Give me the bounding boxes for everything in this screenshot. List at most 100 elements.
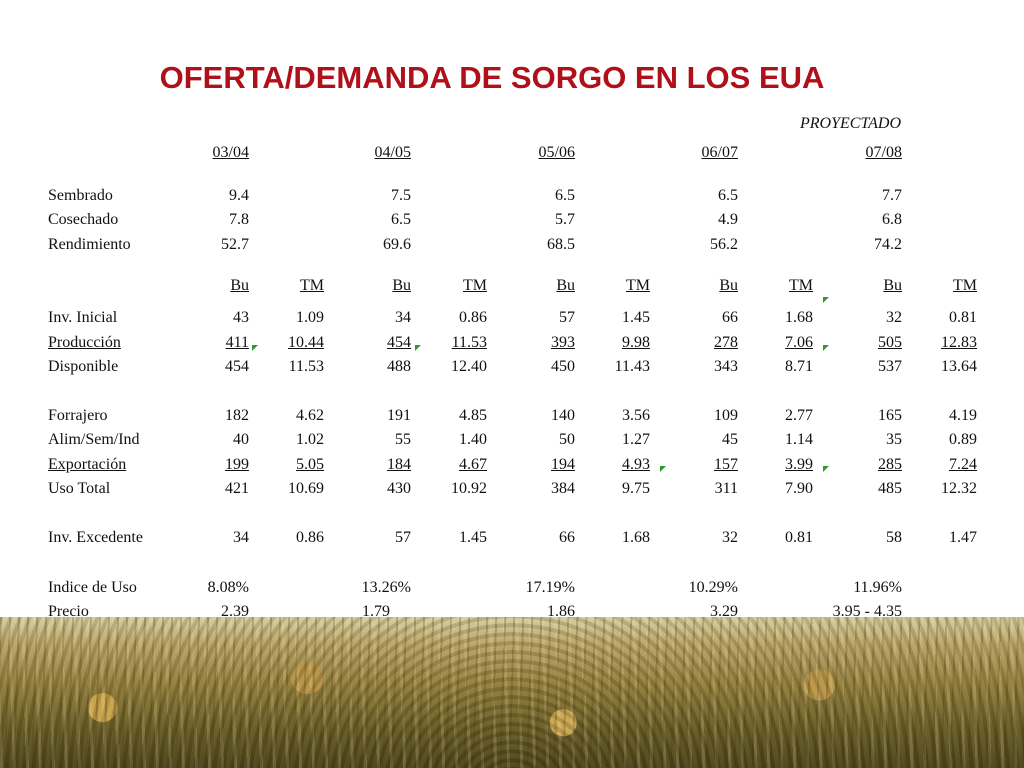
table-cell: 74.2 bbox=[874, 236, 902, 253]
table-cell: 3.56 bbox=[622, 407, 650, 424]
table-cell: 11.96% bbox=[853, 579, 902, 596]
table-cell: 537 bbox=[878, 358, 902, 375]
table-cell: 66 bbox=[559, 529, 575, 546]
unit-header-tm: TM bbox=[463, 277, 487, 294]
row-label: Cosechado bbox=[48, 211, 119, 228]
table-cell: 285 bbox=[878, 456, 902, 473]
table-cell: 1.45 bbox=[622, 309, 650, 326]
unit-header-bu: Bu bbox=[230, 277, 249, 294]
unit-header-tm: TM bbox=[300, 277, 324, 294]
table-cell: 8.08% bbox=[207, 579, 249, 596]
table-cell: 5.05 bbox=[296, 456, 324, 473]
year-header: 06/07 bbox=[701, 144, 738, 161]
table-cell: 12.83 bbox=[941, 334, 977, 351]
table-cell: 1.27 bbox=[622, 431, 650, 448]
table-cell: 32 bbox=[886, 309, 902, 326]
table-cell: 11.53 bbox=[451, 334, 487, 351]
table-cell: 278 bbox=[714, 334, 738, 351]
table-cell: 57 bbox=[559, 309, 575, 326]
table-cell: 109 bbox=[714, 407, 738, 424]
table-cell: 57 bbox=[395, 529, 411, 546]
cell-marker-icon bbox=[823, 297, 829, 303]
table-cell: 12.32 bbox=[941, 480, 977, 497]
row-label: Producción bbox=[48, 334, 121, 351]
table-cell: 0.86 bbox=[459, 309, 487, 326]
table-cell: 56.2 bbox=[710, 236, 738, 253]
table-cell: 66 bbox=[722, 309, 738, 326]
table-cell: 5.7 bbox=[555, 211, 575, 228]
sorghum-field-image bbox=[0, 617, 1024, 768]
year-header: 03/04 bbox=[212, 144, 249, 161]
table-cell: 7.8 bbox=[229, 211, 249, 228]
table-cell: 11.53 bbox=[288, 358, 324, 375]
cell-marker-icon bbox=[823, 345, 829, 351]
row-label: Forrajero bbox=[48, 407, 108, 424]
table-cell: 421 bbox=[225, 480, 249, 497]
table-cell: 6.5 bbox=[555, 187, 575, 204]
cell-marker-icon bbox=[823, 466, 829, 472]
table-cell: 1.09 bbox=[296, 309, 324, 326]
table-cell: 3.95 - 4.35 bbox=[832, 603, 902, 620]
table-cell: 140 bbox=[551, 407, 575, 424]
row-label: Sembrado bbox=[48, 187, 113, 204]
table-cell: 10.92 bbox=[451, 480, 487, 497]
projection-label: PROYECTADO bbox=[800, 115, 902, 132]
table-cell: 411 bbox=[225, 334, 249, 351]
table-cell: 488 bbox=[387, 358, 411, 375]
table-cell: 0.81 bbox=[949, 309, 977, 326]
table-cell: 6.8 bbox=[882, 211, 902, 228]
table-cell: 199 bbox=[225, 456, 249, 473]
table-cell: 17.19% bbox=[525, 579, 575, 596]
cell-marker-icon bbox=[660, 466, 666, 472]
year-header: 07/08 bbox=[865, 144, 902, 161]
table-cell: 1.86 bbox=[547, 603, 575, 620]
table-cell: 34 bbox=[233, 529, 249, 546]
table-cell: 3.29 bbox=[710, 603, 738, 620]
table-cell: 2.39 bbox=[221, 603, 249, 620]
table-cell: 43 bbox=[233, 309, 249, 326]
table-cell: 52.7 bbox=[221, 236, 249, 253]
table-cell: 311 bbox=[714, 480, 738, 497]
table-cell: 50 bbox=[559, 431, 575, 448]
table-cell: 8.71 bbox=[785, 358, 813, 375]
table-cell: 13.26% bbox=[361, 579, 411, 596]
table-cell: 184 bbox=[387, 456, 411, 473]
row-label: Indice de Uso bbox=[48, 579, 137, 596]
table-cell: 7.24 bbox=[949, 456, 977, 473]
unit-header-bu: Bu bbox=[719, 277, 738, 294]
unit-header-bu: Bu bbox=[392, 277, 411, 294]
unit-header-bu: Bu bbox=[556, 277, 575, 294]
table-cell: 6.5 bbox=[391, 211, 411, 228]
table-cell: 68.5 bbox=[547, 236, 575, 253]
row-label: Rendimiento bbox=[48, 236, 131, 253]
table-cell: 34 bbox=[395, 309, 411, 326]
table-cell: 35 bbox=[886, 431, 902, 448]
table-cell: 157 bbox=[714, 456, 738, 473]
year-header: 04/05 bbox=[374, 144, 411, 161]
table-cell: 10.44 bbox=[288, 334, 324, 351]
table-cell: 2.77 bbox=[785, 407, 813, 424]
table-cell: 1.47 bbox=[949, 529, 977, 546]
unit-header-tm: TM bbox=[953, 277, 977, 294]
table-cell: 1.79 bbox=[362, 603, 390, 620]
table-cell: 1.45 bbox=[459, 529, 487, 546]
row-label: Alim/Sem/Ind bbox=[48, 431, 140, 448]
cell-marker-icon bbox=[252, 345, 258, 351]
table-cell: 1.68 bbox=[622, 529, 650, 546]
table-cell: 10.69 bbox=[288, 480, 324, 497]
table-cell: 1.02 bbox=[296, 431, 324, 448]
row-label: Inv. Inicial bbox=[48, 309, 118, 326]
table-cell: 1.40 bbox=[459, 431, 487, 448]
table-cell: 4.62 bbox=[296, 407, 324, 424]
table-cell: 69.6 bbox=[383, 236, 411, 253]
table-cell: 505 bbox=[878, 334, 902, 351]
table-cell: 9.4 bbox=[229, 187, 249, 204]
row-label: Disponible bbox=[48, 358, 119, 375]
table-cell: 454 bbox=[387, 334, 411, 351]
table-cell: 165 bbox=[878, 407, 902, 424]
table-cell: 11.43 bbox=[614, 358, 650, 375]
table-cell: 454 bbox=[225, 358, 249, 375]
table-cell: 430 bbox=[387, 480, 411, 497]
table-cell: 4.93 bbox=[622, 456, 650, 473]
table-cell: 191 bbox=[387, 407, 411, 424]
